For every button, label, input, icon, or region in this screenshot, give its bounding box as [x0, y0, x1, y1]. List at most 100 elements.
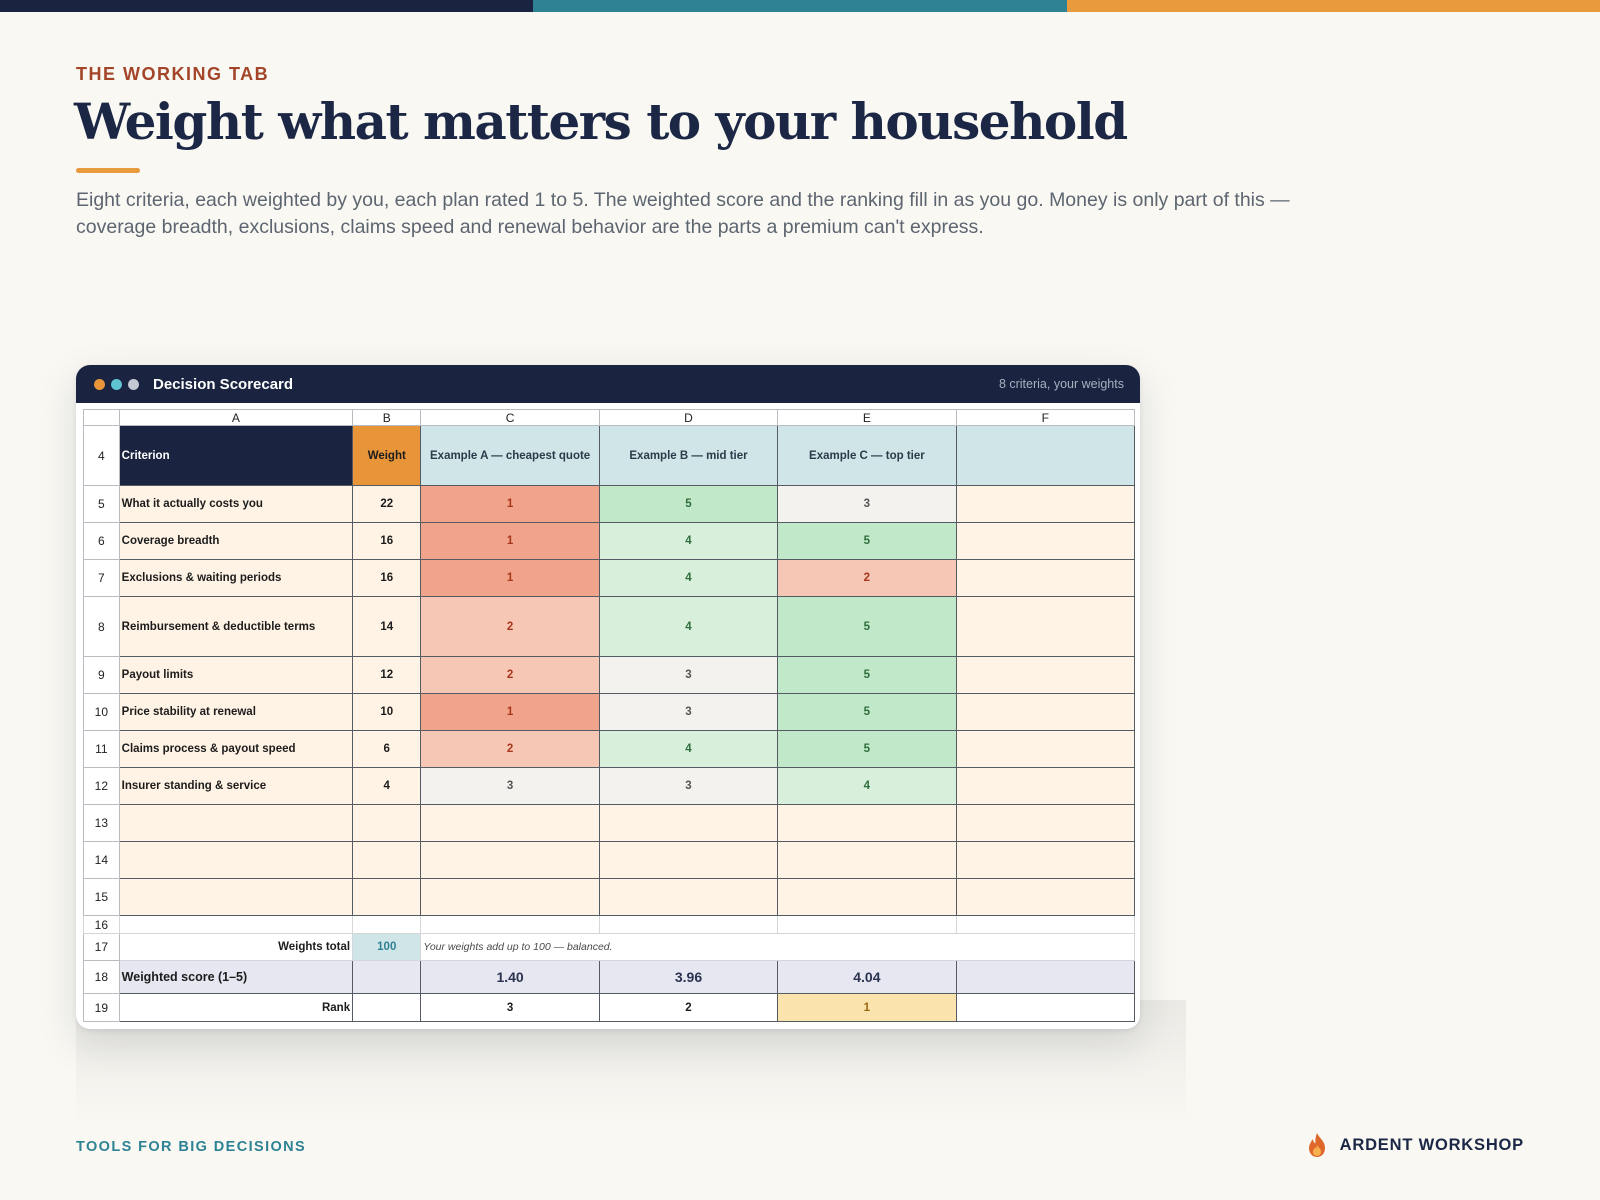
table-row: 12 Insurer standing & service 4 3 3 4	[83, 767, 1136, 805]
empty-cell[interactable]	[955, 522, 1136, 560]
empty-cell[interactable]	[955, 693, 1136, 731]
empty-cell[interactable]	[118, 804, 354, 842]
empty-cell[interactable]	[955, 878, 1136, 916]
column-header-a[interactable]: A	[118, 409, 354, 426]
criterion-name[interactable]: Exclusions & waiting periods	[118, 559, 354, 597]
rating-cell[interactable]: 3	[420, 767, 600, 805]
table-row: 6 Coverage breadth 16 1 4 5	[83, 522, 1136, 560]
criterion-header: Criterion	[118, 425, 354, 486]
empty-cell[interactable]	[598, 841, 779, 879]
empty-cell[interactable]	[598, 804, 779, 842]
weight-cell[interactable]: 4	[352, 767, 422, 805]
rating-cell[interactable]: 5	[777, 730, 957, 768]
window-dot-gray[interactable]	[128, 378, 139, 390]
criterion-name[interactable]: Coverage breadth	[118, 522, 354, 560]
rating-cell[interactable]: 3	[777, 485, 957, 523]
empty-cell	[955, 915, 1136, 934]
column-header-b[interactable]: B	[352, 409, 422, 426]
criterion-name[interactable]: Reimbursement & deductible terms	[118, 596, 354, 657]
weighted-score-value: 1.40	[420, 960, 600, 994]
column-header-d[interactable]: D	[598, 409, 779, 426]
empty-cell[interactable]	[777, 878, 957, 916]
empty-cell[interactable]	[777, 841, 957, 879]
spreadsheet: A B C D E F 4 Criterion Weight Example A — cheape…	[83, 409, 1136, 1022]
empty-cell[interactable]	[352, 804, 422, 842]
rating-cell[interactable]: 4	[777, 767, 957, 805]
empty-cell[interactable]	[352, 878, 422, 916]
window-title: Decision Scorecard	[153, 375, 294, 393]
rating-cell[interactable]: 2	[420, 656, 600, 694]
row-number: 9	[83, 656, 120, 694]
empty-cell[interactable]	[955, 804, 1136, 842]
column-header-c[interactable]: C	[420, 409, 600, 426]
empty-cell[interactable]	[118, 841, 354, 879]
window-subtitle: 8 criteria, your weights	[998, 377, 1124, 391]
rating-cell[interactable]: 4	[598, 559, 779, 597]
column-header-e[interactable]: E	[777, 409, 957, 426]
rating-cell[interactable]: 1	[420, 693, 600, 731]
criterion-name[interactable]: Insurer standing & service	[118, 767, 354, 805]
rating-cell[interactable]: 4	[598, 596, 779, 657]
empty-cell[interactable]	[420, 841, 600, 879]
empty-cell[interactable]	[955, 841, 1136, 879]
empty-cell[interactable]	[955, 559, 1136, 597]
weight-cell[interactable]: 6	[352, 730, 422, 768]
empty-cell[interactable]	[777, 804, 957, 842]
empty-cell[interactable]	[352, 841, 422, 879]
weight-cell[interactable]: 10	[352, 693, 422, 731]
empty-row: 15	[83, 878, 1136, 916]
weight-header: Weight	[352, 425, 422, 486]
rating-cell[interactable]: 3	[598, 693, 779, 731]
weight-cell[interactable]: 16	[352, 522, 422, 560]
rating-cell[interactable]: 5	[777, 656, 957, 694]
weights-total-label: Weights total	[118, 933, 354, 961]
rating-cell[interactable]: 1	[420, 485, 600, 523]
criterion-name[interactable]: Price stability at renewal	[118, 693, 354, 731]
weight-cell[interactable]: 14	[352, 596, 422, 657]
weighted-score-row: 18 Weighted score (1–5) 1.40 3.96 4.04	[83, 960, 1136, 994]
criterion-name[interactable]: What it actually costs you	[118, 485, 354, 523]
empty-cell[interactable]	[420, 804, 600, 842]
rating-cell[interactable]: 2	[420, 730, 600, 768]
top-accent-bar	[0, 0, 1600, 12]
rating-cell[interactable]: 1	[420, 522, 600, 560]
table-row: 10 Price stability at renewal 10 1 3 5	[83, 693, 1136, 731]
empty-cell[interactable]	[955, 596, 1136, 657]
window-dot-orange[interactable]	[94, 378, 105, 390]
rating-cell[interactable]: 2	[777, 559, 957, 597]
weight-cell[interactable]: 22	[352, 485, 422, 523]
rating-cell[interactable]: 3	[598, 767, 779, 805]
rank-row: 19 Rank 3 2 1	[83, 993, 1136, 1022]
row-number: 13	[83, 804, 120, 842]
window-dot-teal[interactable]	[111, 378, 122, 390]
corner-cell	[83, 409, 120, 426]
empty-cell[interactable]	[955, 730, 1136, 768]
weight-cell[interactable]: 16	[352, 559, 422, 597]
rating-cell[interactable]: 5	[598, 485, 779, 523]
weighted-score-label: Weighted score (1–5)	[118, 960, 354, 994]
rating-cell[interactable]: 5	[777, 522, 957, 560]
weighted-score-value: 3.96	[598, 960, 779, 994]
empty-cell[interactable]	[598, 878, 779, 916]
rating-cell[interactable]: 3	[598, 656, 779, 694]
empty-cell[interactable]	[118, 878, 354, 916]
rating-cell[interactable]: 1	[420, 559, 600, 597]
empty-cell[interactable]	[955, 767, 1136, 805]
rating-cell[interactable]: 2	[420, 596, 600, 657]
rating-cell[interactable]: 4	[598, 522, 779, 560]
table-row: 11 Claims process & payout speed 6 2 4 5	[83, 730, 1136, 768]
row-number: 8	[83, 596, 120, 657]
criterion-name[interactable]: Payout limits	[118, 656, 354, 694]
rating-cell[interactable]: 5	[777, 596, 957, 657]
empty-cell[interactable]	[955, 485, 1136, 523]
empty-cell[interactable]	[955, 656, 1136, 694]
rating-cell[interactable]: 5	[777, 693, 957, 731]
rating-cell[interactable]: 4	[598, 730, 779, 768]
row-number: 15	[83, 878, 120, 916]
row-number: 4	[83, 425, 120, 486]
criterion-name[interactable]: Claims process & payout speed	[118, 730, 354, 768]
column-header-f[interactable]: F	[955, 409, 1136, 426]
weight-cell[interactable]: 12	[352, 656, 422, 694]
empty-cell[interactable]	[420, 878, 600, 916]
table-header-row: 4 Criterion Weight Example A — cheapest quo…	[83, 425, 1136, 486]
